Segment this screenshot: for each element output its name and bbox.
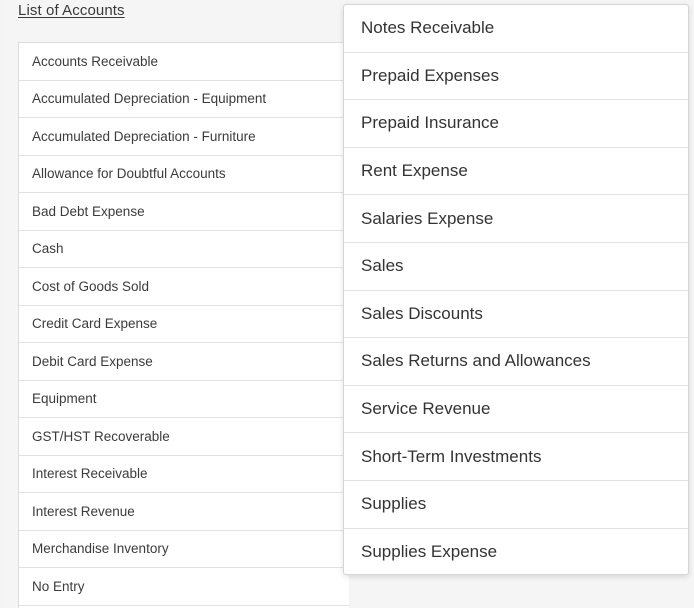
list-item[interactable]: No Entry [19,568,349,606]
list-item[interactable]: Cash [19,231,349,268]
dropdown-option[interactable]: Rent Expense [344,148,688,196]
list-item[interactable]: Cost of Goods Sold [19,268,349,306]
list-item[interactable]: Interest Receivable [19,456,349,493]
list-item[interactable]: Accounts Receivable [19,43,349,81]
dropdown-option[interactable]: Notes Receivable [344,5,688,53]
dropdown-option[interactable]: Prepaid Expenses [344,53,688,101]
dropdown-option[interactable]: Prepaid Insurance [344,100,688,148]
list-item[interactable]: Accumulated Depreciation - Furniture [19,118,349,156]
account-dropdown-menu: Notes Receivable Prepaid Expenses Prepai… [343,4,689,575]
accounts-list: Accounts Receivable Accumulated Deprecia… [18,42,349,608]
dropdown-option[interactable]: Short-Term Investments [344,433,688,481]
list-of-accounts-link[interactable]: List of Accounts [18,2,125,19]
list-item[interactable]: Bad Debt Expense [19,193,349,231]
list-item[interactable]: GST/HST Recoverable [19,418,349,456]
dropdown-option[interactable]: Service Revenue [344,386,688,434]
dropdown-option[interactable]: Supplies Expense [361,542,498,562]
list-item[interactable]: Merchandise Inventory [19,531,349,568]
dropdown-option[interactable]: Sales [344,243,688,291]
list-item[interactable]: Debit Card Expense [19,343,349,381]
list-item[interactable]: Allowance for Doubtful Accounts [19,156,349,193]
dropdown-option[interactable]: Supplies [344,481,688,529]
list-item[interactable]: Equipment [19,381,349,418]
dropdown-option[interactable]: Salaries Expense [344,195,688,243]
list-item[interactable]: Credit Card Expense [19,306,349,343]
dropdown-option[interactable]: Sales Returns and Allowances [344,338,688,386]
dropdown-option[interactable]: Sales Discounts [344,291,688,339]
list-item[interactable]: Accumulated Depreciation - Equipment [19,81,349,118]
list-item[interactable]: Interest Revenue [19,493,349,531]
